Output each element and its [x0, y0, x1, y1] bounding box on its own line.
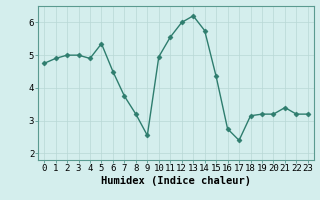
X-axis label: Humidex (Indice chaleur): Humidex (Indice chaleur) [101, 176, 251, 186]
